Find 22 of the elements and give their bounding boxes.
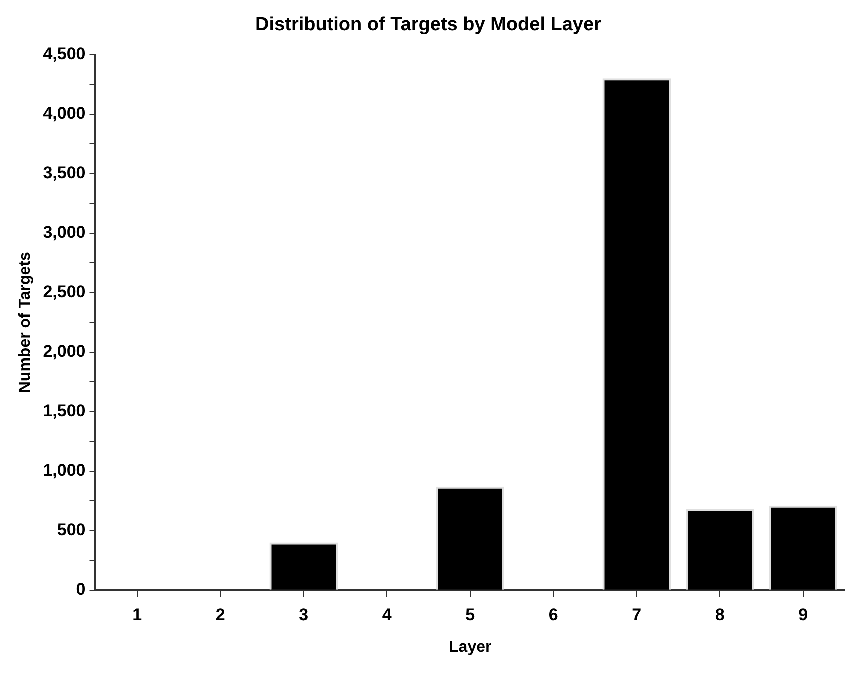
y-tick-label: 2,000: [43, 342, 86, 362]
chart-title: Distribution of Targets by Model Layer: [256, 14, 602, 36]
y-axis-title: Number of Targets: [17, 252, 34, 394]
y-tick-label: 4,000: [43, 104, 86, 123]
x-axis-title: Layer: [449, 638, 492, 656]
y-tick-label: 0: [76, 580, 86, 600]
x-tick-label: 1: [132, 605, 142, 624]
x-tick-label: 4: [382, 605, 392, 624]
y-tick-label: 1,500: [43, 402, 86, 421]
x-tick-label: 7: [632, 605, 642, 624]
x-tick-label: 8: [715, 605, 725, 624]
x-tick-label: 3: [299, 605, 309, 624]
y-tick-label: 3,500: [43, 164, 86, 183]
x-tick-label: 6: [548, 605, 558, 624]
x-tick-label: 9: [798, 605, 808, 624]
y-tick-label: 3,000: [43, 223, 86, 242]
y-tick-label: 2,500: [43, 282, 86, 302]
y-tick-label: 500: [57, 520, 86, 540]
y-tick-label: 4,500: [43, 44, 86, 64]
x-tick-label: 2: [216, 605, 226, 624]
x-tick-label: 5: [466, 605, 476, 624]
y-tick-label: 1,000: [43, 461, 86, 480]
